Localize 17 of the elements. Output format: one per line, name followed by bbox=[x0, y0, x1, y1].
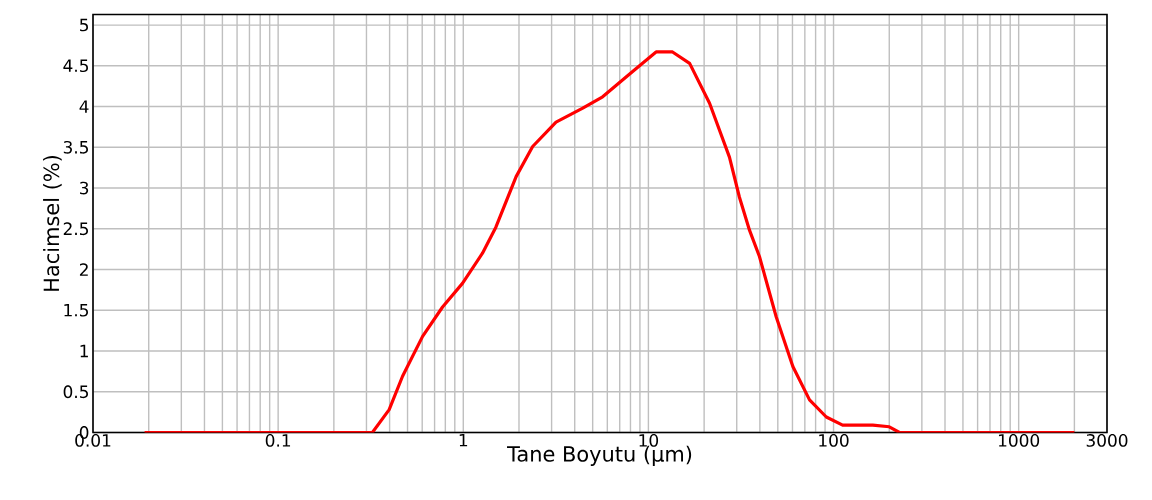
y-tick-label: 2.5 bbox=[63, 222, 88, 236]
y-tick-label: 4.5 bbox=[63, 59, 88, 73]
y-tick-label: 0.5 bbox=[63, 385, 88, 399]
x-tick-label: 1000 bbox=[998, 434, 1040, 447]
x-tick-label: 0.1 bbox=[265, 434, 291, 447]
y-tick-label: 1 bbox=[80, 344, 88, 358]
x-tick-label: 100 bbox=[819, 434, 849, 447]
y-tick-label: 1.5 bbox=[64, 303, 88, 317]
x-tick-label: 10 bbox=[639, 434, 659, 447]
x-tick-label: 3000 bbox=[1086, 434, 1128, 447]
y-axis-title: Hacimsel (%) bbox=[43, 155, 62, 291]
y-tick-label: 3 bbox=[80, 181, 89, 195]
y-tick-label: 2 bbox=[79, 263, 88, 276]
y-tick-label: 5 bbox=[80, 18, 88, 32]
x-tick-label: 1 bbox=[459, 434, 468, 447]
y-tick-label: 4 bbox=[79, 100, 89, 113]
y-tick-label: 3.5 bbox=[63, 140, 88, 154]
